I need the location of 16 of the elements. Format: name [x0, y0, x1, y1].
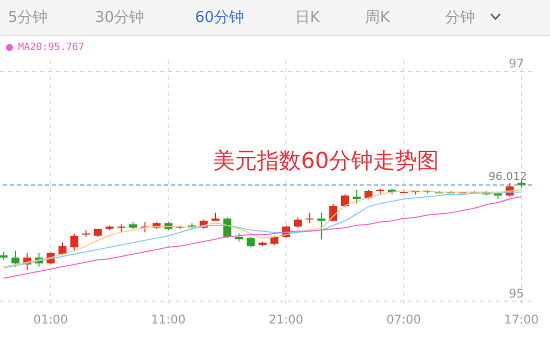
- text: 分钟: [445, 8, 475, 27]
- text: 30分钟: [95, 8, 144, 27]
- ref-line-label: 96.012: [488, 170, 527, 183]
- legend-label: MA20:95.767: [17, 42, 84, 53]
- text: 日K: [295, 8, 320, 27]
- x-tick-label: 21:00: [268, 312, 304, 327]
- text: 美元指数60分钟走势图: [213, 148, 439, 176]
- text: 5分钟: [8, 8, 48, 27]
- x-tick-label: 07:00: [386, 312, 422, 327]
- y-tick-label: 95: [508, 286, 524, 301]
- x-tick-label: 11:00: [151, 312, 186, 327]
- y-tick-label: 97: [508, 56, 524, 71]
- x-tick-label: 01:00: [33, 312, 68, 327]
- text: 周K: [365, 8, 390, 27]
- text: 60分钟: [195, 8, 244, 27]
- x-tick-label: 17:00: [504, 312, 539, 327]
